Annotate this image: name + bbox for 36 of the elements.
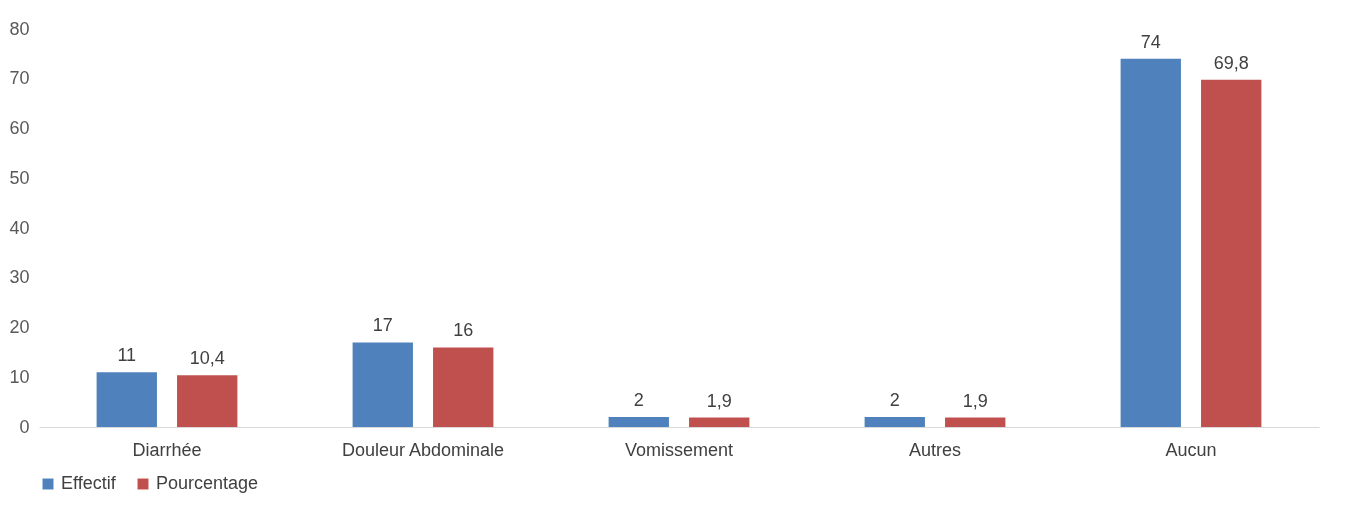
x-tick-label: Aucun <box>1165 439 1217 460</box>
bar <box>608 417 669 427</box>
x-tick-label: Douleur Abdominale <box>341 439 505 460</box>
y-tick-label: 10 <box>9 366 30 387</box>
data-label: 17 <box>372 315 393 336</box>
y-tick-label: 60 <box>9 118 30 138</box>
data-label: 69,8 <box>1213 52 1249 73</box>
bar <box>689 417 750 427</box>
bar <box>177 375 238 427</box>
x-tick-label: Autres <box>908 439 962 460</box>
y-tick-label: 50 <box>9 167 30 188</box>
legend-label: Pourcentage <box>156 473 259 493</box>
bar <box>96 372 157 427</box>
bar <box>1201 79 1262 427</box>
legend-label: Effectif <box>61 473 117 493</box>
y-tick-label: 0 <box>19 416 30 437</box>
bar <box>864 417 925 427</box>
y-tick-label: 70 <box>9 68 30 89</box>
data-label: 1,9 <box>962 390 988 411</box>
x-tick-label: Vomissement <box>624 439 734 460</box>
y-tick-label: 30 <box>9 267 30 288</box>
y-tick-label: 80 <box>9 18 30 39</box>
data-label: 2 <box>889 390 900 411</box>
x-tick-label: Diarrhée <box>132 439 202 460</box>
data-label: 1,9 <box>706 390 732 411</box>
bar <box>433 347 494 427</box>
y-tick-label: 40 <box>9 217 30 238</box>
bar <box>945 417 1006 427</box>
bar <box>1120 58 1181 427</box>
data-label: 11 <box>117 345 137 366</box>
data-label: 74 <box>1140 31 1161 52</box>
data-label: 16 <box>453 320 474 341</box>
bar <box>352 342 413 427</box>
data-label: 10,4 <box>189 348 225 369</box>
data-label: 2 <box>633 390 644 411</box>
y-tick-label: 20 <box>9 317 30 337</box>
